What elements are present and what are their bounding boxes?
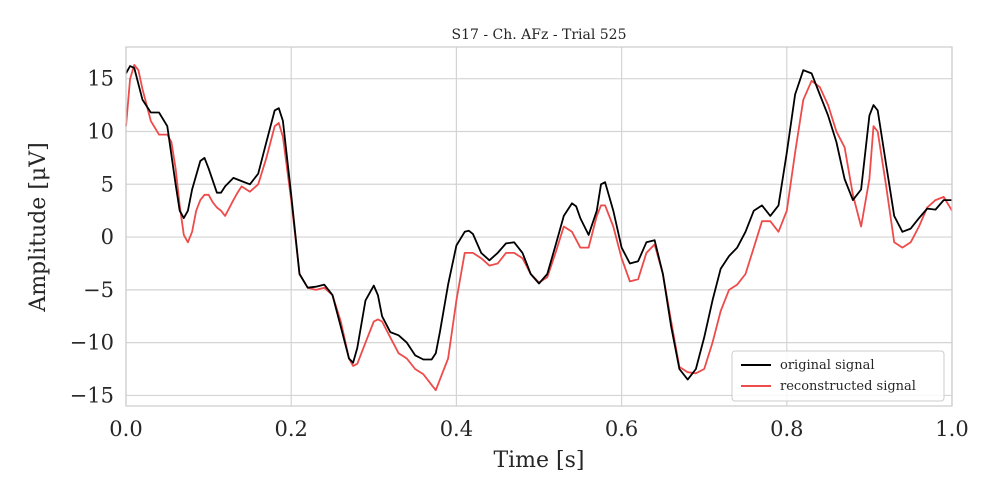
y-tick-label: 10 xyxy=(87,119,114,143)
x-tick-label: 0.0 xyxy=(109,417,142,441)
plot-frame xyxy=(125,46,953,407)
y-tick-label: −15 xyxy=(70,383,114,407)
x-tick-labels: 0.0 0.2 0.4 0.6 0.8 1.0 xyxy=(109,417,968,441)
y-tick-label: 0 xyxy=(101,225,114,249)
legend-box xyxy=(731,350,945,402)
x-tick-label: 0.8 xyxy=(770,417,803,441)
y-tick-label: 5 xyxy=(101,172,114,196)
legend-label-original: original signal xyxy=(780,358,875,373)
y-tick-label: −10 xyxy=(70,331,114,355)
y-tick-labels: −15 −10 −5 0 5 10 15 xyxy=(70,67,114,408)
series-layer xyxy=(125,64,953,392)
y-axis-label: Amplitude [μV] xyxy=(26,142,51,312)
x-tick-label: 0.6 xyxy=(605,417,638,441)
y-tick-label: 15 xyxy=(87,67,114,91)
reconstructed-signal-line xyxy=(125,64,953,392)
x-tick-label: 1.0 xyxy=(935,417,968,441)
chart-title: S17 - Ch. AFz - Trial 525 xyxy=(452,27,627,43)
x-tick-label: 0.2 xyxy=(274,417,307,441)
plot-background xyxy=(126,47,952,406)
x-tick-label: 0.4 xyxy=(440,417,473,441)
legend: original signal reconstructed signal xyxy=(731,350,945,402)
x-axis-label: Time [s] xyxy=(493,448,584,473)
original-signal-line xyxy=(125,65,952,381)
y-tick-label: −5 xyxy=(83,278,114,302)
legend-label-reconstructed: reconstructed signal xyxy=(780,379,916,394)
